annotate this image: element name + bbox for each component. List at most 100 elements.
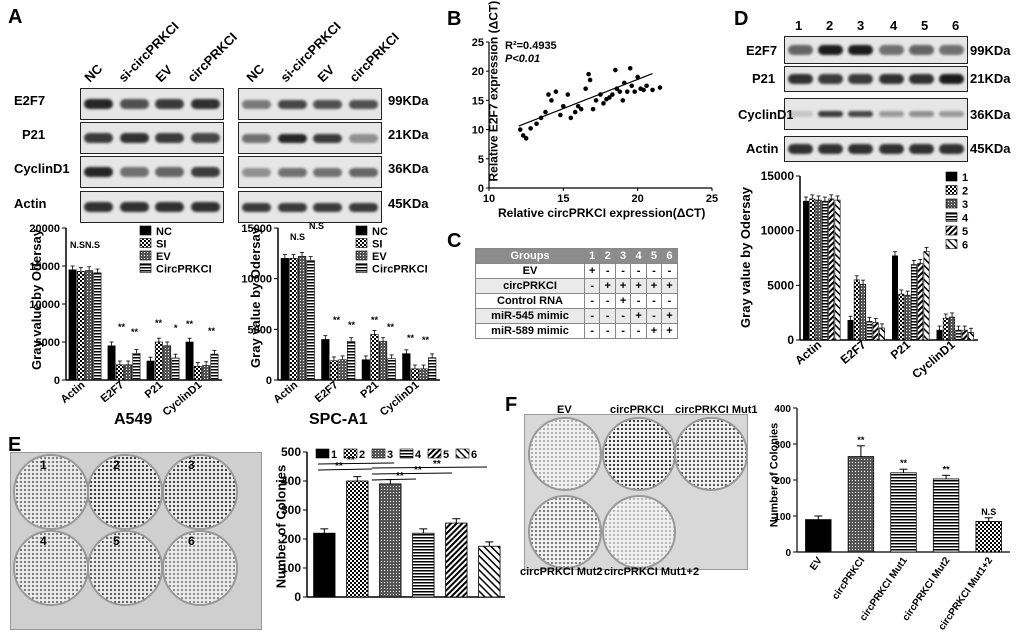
blot-band (939, 45, 965, 55)
legend-swatch (343, 448, 358, 459)
table-cell: miR-545 mimic (475, 308, 585, 324)
table-cell: 1 (583, 248, 601, 264)
table-cell: - (645, 308, 663, 324)
scatter-point (627, 65, 633, 71)
chart-a549-ylabel: Gray value by Odersay (28, 229, 44, 370)
legend-label: 2 (359, 449, 365, 461)
kda-label: 21KDa (970, 71, 1011, 86)
chart-f-ylabel: Number of Colonies (768, 422, 781, 528)
protein-label-p21: P21 (752, 71, 776, 86)
blot-band (818, 45, 843, 55)
scatter-point (549, 98, 554, 103)
dish-label: circPRKCI Mut1 (675, 404, 758, 416)
dish-label: circPRKCI Mut2 (520, 566, 603, 578)
scatter-point (617, 89, 623, 94)
bar (378, 341, 388, 381)
legend-label: 5 (443, 449, 449, 461)
significance-bracket (317, 462, 395, 465)
blot-strip (784, 136, 968, 162)
bar (898, 293, 905, 341)
table-cell: EV (475, 263, 585, 279)
table-cell: - (645, 293, 663, 309)
lane-label: 6 (952, 18, 960, 33)
chart-b-ylabel: Relative E2F7 expression (ΔCT) (486, 0, 501, 182)
blot-band (313, 133, 343, 143)
table-cell: + (661, 278, 678, 294)
legend-swatch (371, 448, 386, 459)
significance-label: N.S (290, 232, 305, 242)
bar (379, 483, 402, 598)
bar (410, 368, 420, 381)
regression-line (518, 72, 653, 127)
blot-band (119, 99, 149, 109)
colony-dish (674, 417, 748, 491)
blot-strip (238, 88, 382, 120)
y-tick-label: 5 (478, 154, 484, 166)
bar (387, 358, 396, 381)
table-cell: 2 (599, 248, 616, 264)
blot-band (878, 111, 904, 117)
scatter-point (593, 98, 599, 103)
bar (185, 341, 194, 381)
blot-band (818, 111, 843, 117)
table-cell: - (583, 293, 601, 309)
table-cell: - (599, 323, 616, 339)
kda-label: 99KDa (388, 93, 429, 108)
group-table: Groups 1 2 3 4 5 6 EV + - - - - - circPRKCI - + +… (475, 248, 678, 339)
blot-band (909, 74, 934, 84)
bar (154, 341, 163, 381)
significance-label: N.SN.S (70, 240, 100, 250)
table-cell: - (630, 323, 647, 339)
blot-band (190, 133, 220, 143)
y-tick-label: 25 (472, 37, 484, 49)
blot-band (155, 202, 185, 212)
scatter-point (568, 115, 574, 121)
table-cell: + (645, 278, 663, 294)
scatter-point (543, 109, 548, 115)
bar (809, 198, 816, 341)
blot-strip (80, 191, 224, 223)
blot-band (939, 144, 965, 154)
blot-band (787, 111, 813, 117)
bar (93, 272, 102, 381)
legend-swatch (945, 212, 958, 222)
blot-band (242, 167, 272, 177)
table-cell: + (645, 323, 663, 339)
table-cell: miR-589 mimic (475, 323, 585, 339)
chart-spca1-ylabel: Gray value by Odersay (247, 227, 263, 368)
protein-label-p21: P21 (22, 127, 46, 142)
group-table-grid: Groups 1 2 3 4 5 6 EV + - - - - - circPRKCI - + +… (475, 248, 678, 339)
scatter-point (620, 98, 626, 103)
legend-swatch (139, 225, 152, 236)
bar (890, 472, 917, 553)
scatter-point (657, 85, 663, 90)
y-tick-label: 200 (281, 532, 301, 546)
bar (210, 353, 219, 381)
cell-line-a549: A549 (114, 411, 153, 428)
bar (872, 322, 879, 341)
blot-band (787, 144, 813, 154)
bar (193, 366, 202, 381)
blot-band (277, 167, 307, 177)
bar (805, 519, 832, 553)
legend-label: SI (372, 239, 382, 251)
x-tick-label: CyclinD1 (378, 379, 422, 418)
lane-label: 3 (857, 18, 865, 33)
y-tick-label: 10000 (29, 299, 60, 311)
table-row: EV + - - - - - (475, 263, 678, 279)
blot-band (313, 167, 343, 177)
blot-strip (238, 191, 382, 223)
cell-line-spca1: SPC-A1 (309, 411, 368, 428)
y-tick-label: 5000 (248, 324, 272, 336)
legend-swatch (945, 239, 958, 249)
bar (171, 357, 180, 381)
bar (955, 329, 962, 341)
legend-label: 2 (962, 186, 968, 198)
blot-band (190, 167, 220, 177)
bar (904, 294, 911, 341)
scatter-point (558, 112, 563, 118)
legend-swatch (355, 225, 368, 236)
scatter-point (572, 109, 578, 115)
protein-label-e2f7: E2F7 (14, 93, 46, 108)
